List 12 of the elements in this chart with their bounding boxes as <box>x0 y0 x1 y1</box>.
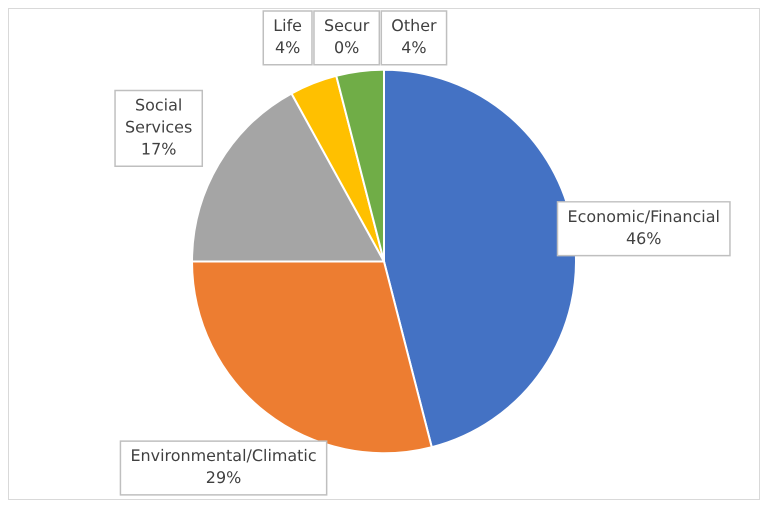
slice-label: Economic/Financial <box>568 206 720 226</box>
text: 0% <box>334 38 360 57</box>
data-label: 17% <box>140 139 176 158</box>
data-label: 4% <box>274 38 300 57</box>
data-label: 4% <box>401 38 427 57</box>
data-label: 46% <box>626 228 662 248</box>
slice-label: Environmental/Climatic <box>130 446 317 466</box>
slice-label: Social Services <box>125 96 192 137</box>
category-label: Secur <box>324 16 370 36</box>
data-label: 29% <box>206 468 242 488</box>
slice-label: Other <box>391 16 438 36</box>
slice-label: Life <box>273 16 302 36</box>
